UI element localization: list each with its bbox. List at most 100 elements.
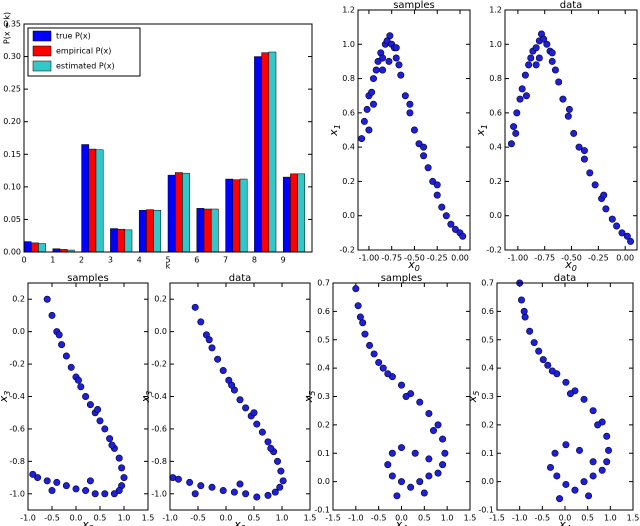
point xyxy=(359,319,367,327)
axes-frame xyxy=(169,282,311,511)
bar xyxy=(138,210,147,253)
point xyxy=(197,482,205,490)
bar xyxy=(110,228,118,253)
point xyxy=(600,191,608,199)
legend-swatch xyxy=(32,60,52,72)
y-tick-label: -1.0 xyxy=(9,489,25,498)
y-tick-label: -0.6 xyxy=(9,424,25,433)
bar xyxy=(239,178,248,253)
x-tick-label: 5 xyxy=(165,256,170,265)
x-tick-label: 8 xyxy=(252,256,257,265)
point xyxy=(605,446,613,454)
point xyxy=(598,466,606,474)
point xyxy=(442,212,450,220)
point xyxy=(228,381,236,389)
axis-label: x1 xyxy=(474,124,489,137)
axis-label-sub: 1 xyxy=(333,124,342,129)
bar xyxy=(153,210,162,253)
x-tick-label: -0.50 xyxy=(404,254,425,263)
y-tick-label: 0.30 xyxy=(3,52,21,61)
point xyxy=(48,487,56,495)
point xyxy=(186,478,194,486)
point xyxy=(72,485,80,493)
axes-frame xyxy=(332,282,471,511)
point xyxy=(434,469,442,477)
point xyxy=(397,71,405,79)
point xyxy=(106,435,114,443)
x-tick-label: -0.5 xyxy=(44,514,60,523)
point xyxy=(236,480,244,488)
point xyxy=(29,470,37,478)
point xyxy=(623,232,631,240)
axis-label-sub: 3 xyxy=(3,391,12,396)
point xyxy=(527,54,535,62)
point xyxy=(526,327,534,335)
point xyxy=(62,482,70,490)
point xyxy=(219,367,227,375)
axis-label-sub: 1 xyxy=(480,124,489,129)
x-tick-label: -0.25 xyxy=(588,254,609,263)
point xyxy=(513,109,521,117)
axis-label: x3 xyxy=(139,391,154,404)
axis-label: x0 xyxy=(564,258,577,273)
y-tick-label: 0.1 xyxy=(481,449,494,458)
point xyxy=(250,409,258,417)
y-tick-label: 0.0 xyxy=(481,477,494,486)
axis-label: x4 xyxy=(395,518,408,526)
point xyxy=(425,455,433,463)
point xyxy=(433,181,441,189)
point xyxy=(425,472,433,480)
x-tick-label: -0.25 xyxy=(427,254,448,263)
point xyxy=(420,143,428,151)
point xyxy=(580,395,588,403)
point xyxy=(406,109,414,117)
chart-title: data xyxy=(560,0,583,11)
point xyxy=(602,205,610,213)
chart-title: samples xyxy=(381,273,423,284)
x-tick-label: 0.5 xyxy=(418,514,431,523)
point xyxy=(559,95,567,103)
y-tick-label: 0.3 xyxy=(317,392,330,401)
chart-title: data xyxy=(554,273,577,284)
bar xyxy=(203,208,212,253)
point xyxy=(77,383,85,391)
point xyxy=(546,463,554,471)
point xyxy=(433,191,441,199)
point xyxy=(438,203,446,211)
point xyxy=(555,78,563,86)
x-tick-label: -1.0 xyxy=(162,514,178,523)
legend: true P(x) empirical P(x) estimated P(x) xyxy=(27,27,141,77)
axis-label-base: x xyxy=(466,395,479,403)
point xyxy=(439,435,447,443)
bar xyxy=(225,178,234,253)
point xyxy=(267,444,275,452)
point xyxy=(274,457,282,465)
point xyxy=(388,472,396,480)
point xyxy=(532,44,540,52)
point xyxy=(279,477,287,485)
legend-label: empirical P(x) xyxy=(56,47,111,56)
point xyxy=(34,474,42,482)
point xyxy=(115,454,123,462)
point xyxy=(118,464,126,472)
bar xyxy=(23,241,32,253)
x-tick-label: 1.5 xyxy=(142,514,155,523)
point xyxy=(532,61,540,69)
y-tick-label: -0.2 xyxy=(339,246,355,255)
x-tick-label: 1.5 xyxy=(627,514,640,523)
y-tick-label: 0.6 xyxy=(317,307,330,316)
point xyxy=(459,232,467,240)
point xyxy=(525,61,533,69)
point xyxy=(580,147,588,155)
point xyxy=(521,313,529,321)
point xyxy=(360,117,368,125)
axis-label: x5 xyxy=(302,391,317,404)
point xyxy=(354,302,362,310)
x-tick-label: -0.5 xyxy=(371,514,387,523)
point xyxy=(416,398,424,406)
x-tick-label: 7 xyxy=(223,256,228,265)
x-tick-label: -1.00 xyxy=(508,254,529,263)
x-tick-label: 0.5 xyxy=(581,514,594,523)
y-tick-label: 1.0 xyxy=(342,40,355,49)
y-tick-label: 0.3 xyxy=(481,392,494,401)
